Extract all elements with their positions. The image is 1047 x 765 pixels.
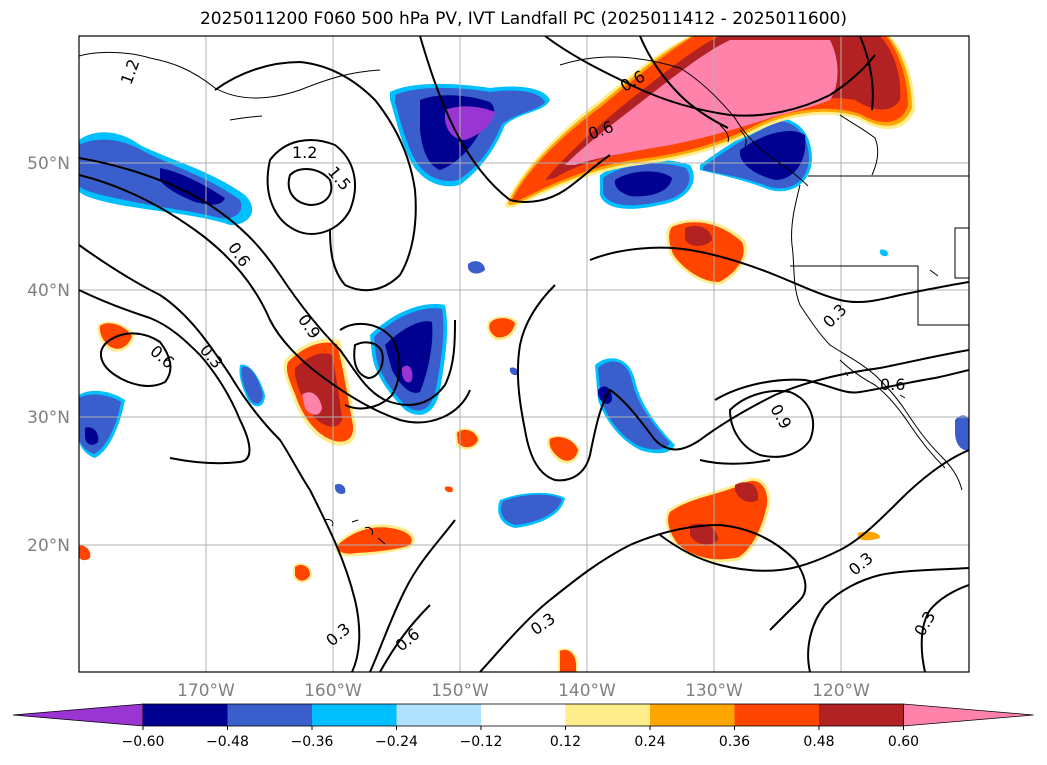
islands <box>324 124 939 545</box>
colorbar-tick-label: 0.24 <box>634 734 665 750</box>
contour-lines <box>79 36 969 672</box>
colorbar-segment <box>396 704 482 726</box>
colorbar-segment <box>734 704 820 726</box>
colorbar: −0.60 −0.48 −0.36 −0.24 −0.12 0.12 0.24 0.36 0.4… <box>12 703 1034 750</box>
lon-label-140w: 140°W <box>558 681 616 701</box>
contour-label: 1.2 <box>292 143 317 162</box>
colorbar-tick-label: 0.60 <box>888 734 919 750</box>
colorbar-segment <box>312 704 397 726</box>
lon-label-130w: 130°W <box>685 681 743 701</box>
colorbar-segment <box>143 704 228 726</box>
graticule <box>79 36 969 672</box>
map-title: 2025011200 F060 500 hPa PV, IVT Landfall… <box>199 9 847 29</box>
colorbar-tick-label: −0.12 <box>460 734 503 750</box>
colorbar-tick-label: 0.12 <box>550 734 581 750</box>
lat-label-40: 40°N <box>27 281 70 301</box>
longitude-labels: 170°W 160°W 150°W 140°W 130°W 120°W <box>177 681 870 701</box>
contour-label: 0.6 <box>880 375 905 394</box>
coastlines <box>79 51 969 491</box>
lon-label-120w: 120°W <box>812 681 870 701</box>
lat-label-20: 20°N <box>27 536 70 556</box>
colorbar-tick-label: −0.60 <box>122 734 165 750</box>
colorbar-segment <box>650 704 735 726</box>
latitude-labels: 20°N 30°N 40°N 50°N <box>27 154 70 556</box>
colorbar-tick-label: −0.48 <box>206 734 249 750</box>
lat-label-50: 50°N <box>27 154 70 174</box>
colorbar-segment <box>819 704 904 726</box>
colorbar-tick-label: 0.48 <box>803 734 834 750</box>
colorbar-tick-label: 0.36 <box>719 734 750 750</box>
colorbar-tick-label: −0.36 <box>291 734 334 750</box>
colorbar-extend-min <box>12 703 144 727</box>
lon-label-150w: 150°W <box>431 681 489 701</box>
positive-anomaly-regions <box>79 36 915 672</box>
lon-label-160w: 160°W <box>304 681 362 701</box>
lon-label-170w: 170°W <box>177 681 235 701</box>
plot-background <box>79 36 969 672</box>
colorbar-segment <box>481 704 566 726</box>
colorbar-segment <box>227 704 313 726</box>
colorbar-tick-label: −0.24 <box>375 734 418 750</box>
colorbar-segment <box>565 704 651 726</box>
lat-label-30: 30°N <box>27 408 70 428</box>
plot-frame <box>78 35 970 673</box>
colorbar-outline <box>142 703 904 727</box>
colorbar-extend-max <box>903 703 1034 727</box>
